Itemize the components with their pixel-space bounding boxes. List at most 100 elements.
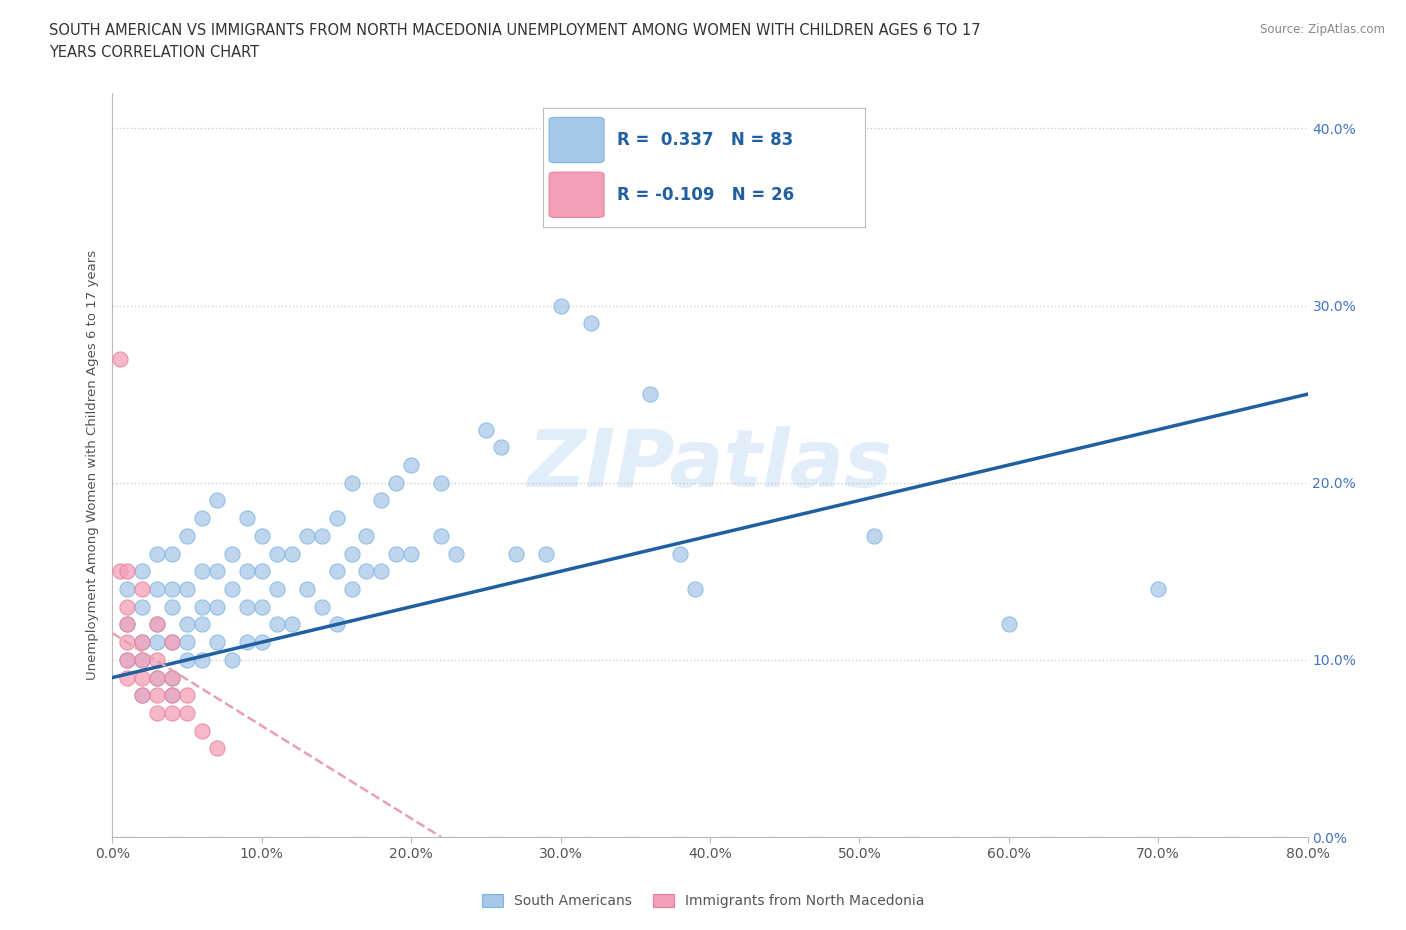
Text: SOUTH AMERICAN VS IMMIGRANTS FROM NORTH MACEDONIA UNEMPLOYMENT AMONG WOMEN WITH : SOUTH AMERICAN VS IMMIGRANTS FROM NORTH … bbox=[49, 23, 981, 38]
Point bbox=[236, 634, 259, 649]
Point bbox=[146, 688, 169, 703]
Point bbox=[295, 581, 318, 596]
Point bbox=[370, 493, 392, 508]
Point bbox=[489, 440, 512, 455]
Point bbox=[146, 634, 169, 649]
Point bbox=[162, 634, 183, 649]
Point bbox=[385, 475, 408, 490]
Point bbox=[550, 299, 572, 313]
Point bbox=[311, 599, 333, 614]
Point bbox=[117, 653, 139, 668]
Point bbox=[117, 617, 139, 631]
Point bbox=[131, 688, 153, 703]
Point bbox=[131, 581, 153, 596]
Point bbox=[176, 634, 198, 649]
Point bbox=[146, 671, 169, 685]
Point bbox=[191, 724, 214, 738]
Point bbox=[281, 617, 304, 631]
Point bbox=[205, 741, 228, 756]
Point bbox=[236, 564, 259, 578]
Point bbox=[146, 671, 169, 685]
Point bbox=[401, 458, 423, 472]
Point bbox=[176, 528, 198, 543]
Point bbox=[325, 617, 347, 631]
Point bbox=[640, 387, 662, 402]
Point bbox=[356, 528, 378, 543]
Point bbox=[430, 528, 453, 543]
Y-axis label: Unemployment Among Women with Children Ages 6 to 17 years: Unemployment Among Women with Children A… bbox=[86, 250, 100, 680]
Point bbox=[117, 599, 139, 614]
Point bbox=[325, 564, 347, 578]
Point bbox=[108, 352, 131, 366]
Point bbox=[340, 475, 363, 490]
Point bbox=[117, 671, 139, 685]
Point bbox=[340, 581, 363, 596]
Point bbox=[176, 653, 198, 668]
Point bbox=[205, 493, 228, 508]
Point bbox=[236, 511, 259, 525]
Point bbox=[117, 581, 139, 596]
Text: YEARS CORRELATION CHART: YEARS CORRELATION CHART bbox=[49, 45, 259, 60]
Point bbox=[146, 546, 169, 561]
Point bbox=[176, 617, 198, 631]
Point bbox=[117, 634, 139, 649]
Point bbox=[131, 634, 153, 649]
Point bbox=[117, 564, 139, 578]
Point bbox=[236, 599, 259, 614]
Point bbox=[281, 546, 304, 561]
Point bbox=[162, 671, 183, 685]
Point bbox=[108, 564, 131, 578]
Point bbox=[221, 581, 243, 596]
Point bbox=[266, 581, 288, 596]
Text: Source: ZipAtlas.com: Source: ZipAtlas.com bbox=[1260, 23, 1385, 36]
Point bbox=[863, 528, 886, 543]
Point bbox=[176, 688, 198, 703]
Point bbox=[131, 671, 153, 685]
Point bbox=[131, 688, 153, 703]
Point bbox=[131, 564, 153, 578]
Point bbox=[803, 209, 825, 224]
Point bbox=[131, 653, 153, 668]
Point bbox=[250, 634, 273, 649]
Point bbox=[683, 581, 706, 596]
Point bbox=[191, 599, 214, 614]
Point bbox=[340, 546, 363, 561]
Point bbox=[221, 653, 243, 668]
Point bbox=[579, 316, 602, 331]
Point bbox=[311, 528, 333, 543]
Point bbox=[176, 581, 198, 596]
Point bbox=[205, 634, 228, 649]
Point bbox=[131, 599, 153, 614]
Point bbox=[162, 706, 183, 721]
Point bbox=[295, 528, 318, 543]
Point bbox=[669, 546, 692, 561]
Point bbox=[146, 617, 169, 631]
Point bbox=[146, 617, 169, 631]
Point bbox=[191, 653, 214, 668]
Point bbox=[191, 564, 214, 578]
Text: ZIPatlas: ZIPatlas bbox=[527, 426, 893, 504]
Point bbox=[534, 546, 557, 561]
Point bbox=[505, 546, 527, 561]
Point bbox=[475, 422, 498, 437]
Point bbox=[444, 546, 467, 561]
Point bbox=[266, 617, 288, 631]
Point bbox=[356, 564, 378, 578]
Point bbox=[131, 653, 153, 668]
Point bbox=[162, 546, 183, 561]
Point bbox=[250, 599, 273, 614]
Point bbox=[146, 653, 169, 668]
Point bbox=[385, 546, 408, 561]
Point bbox=[191, 617, 214, 631]
Point bbox=[146, 706, 169, 721]
Point bbox=[430, 475, 453, 490]
Point bbox=[401, 546, 423, 561]
Point bbox=[266, 546, 288, 561]
Point bbox=[325, 511, 347, 525]
Point bbox=[205, 599, 228, 614]
Point bbox=[998, 617, 1021, 631]
Point bbox=[162, 634, 183, 649]
Point bbox=[191, 511, 214, 525]
Point bbox=[250, 564, 273, 578]
Point bbox=[370, 564, 392, 578]
